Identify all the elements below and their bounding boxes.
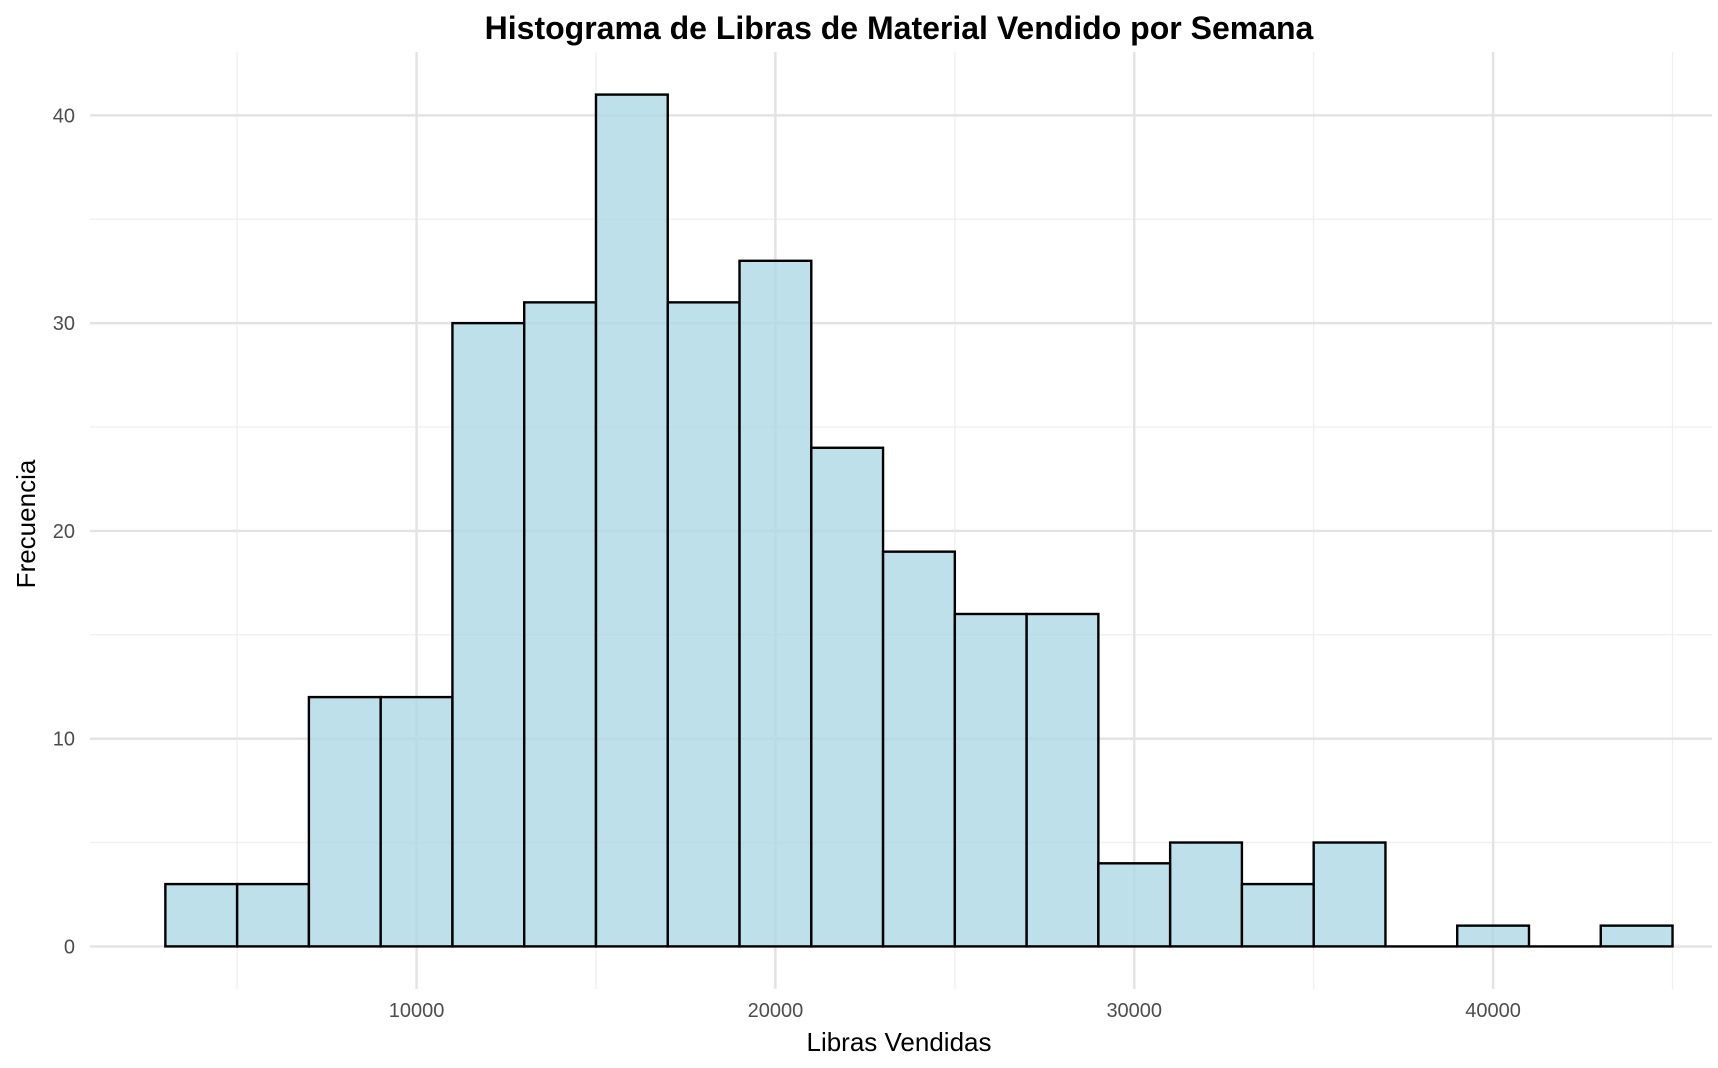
- histogram-bar: [810, 446, 885, 948]
- histogram-bar: [953, 612, 1028, 948]
- histogram-bar: [379, 695, 454, 948]
- histogram-bar: [1240, 882, 1315, 948]
- histogram-bar: [523, 301, 598, 948]
- histogram-bar: [1312, 841, 1387, 948]
- y-tick-label: 10: [53, 729, 75, 751]
- histogram-bar: [1168, 841, 1244, 948]
- histogram-bar: [1456, 924, 1531, 948]
- histogram-bar: [164, 882, 239, 948]
- x-tick-label: 10000: [389, 1000, 445, 1022]
- histogram-bar: [307, 695, 382, 948]
- histogram-bar: [881, 550, 957, 948]
- histogram-bar: [1025, 612, 1100, 948]
- histogram-bar: [594, 93, 669, 948]
- y-tick-label: 20: [53, 521, 75, 543]
- bars: [164, 93, 1674, 948]
- y-tick-label: 30: [53, 313, 75, 335]
- histogram-bar: [738, 259, 813, 948]
- y-axis-title: Frecuencia: [11, 459, 41, 588]
- histogram-bar: [235, 882, 311, 948]
- histogram-bar: [1097, 862, 1172, 948]
- tick-labels: 10000 20000 30000 40000 0 10 20 30 40: [53, 105, 1521, 1022]
- chart-title: Histograma de Libras de Material Vendido…: [485, 10, 1314, 46]
- x-tick-label: 40000: [1465, 1000, 1521, 1022]
- x-tick-label: 20000: [748, 1000, 804, 1022]
- y-tick-label: 40: [53, 105, 75, 127]
- x-axis-title: Libras Vendidas: [806, 1027, 991, 1057]
- y-tick-label: 0: [64, 936, 75, 958]
- histogram-bar: [666, 301, 741, 948]
- histogram-bar: [451, 321, 526, 948]
- x-tick-label: 30000: [1106, 1000, 1162, 1022]
- histogram-bar: [1599, 924, 1674, 948]
